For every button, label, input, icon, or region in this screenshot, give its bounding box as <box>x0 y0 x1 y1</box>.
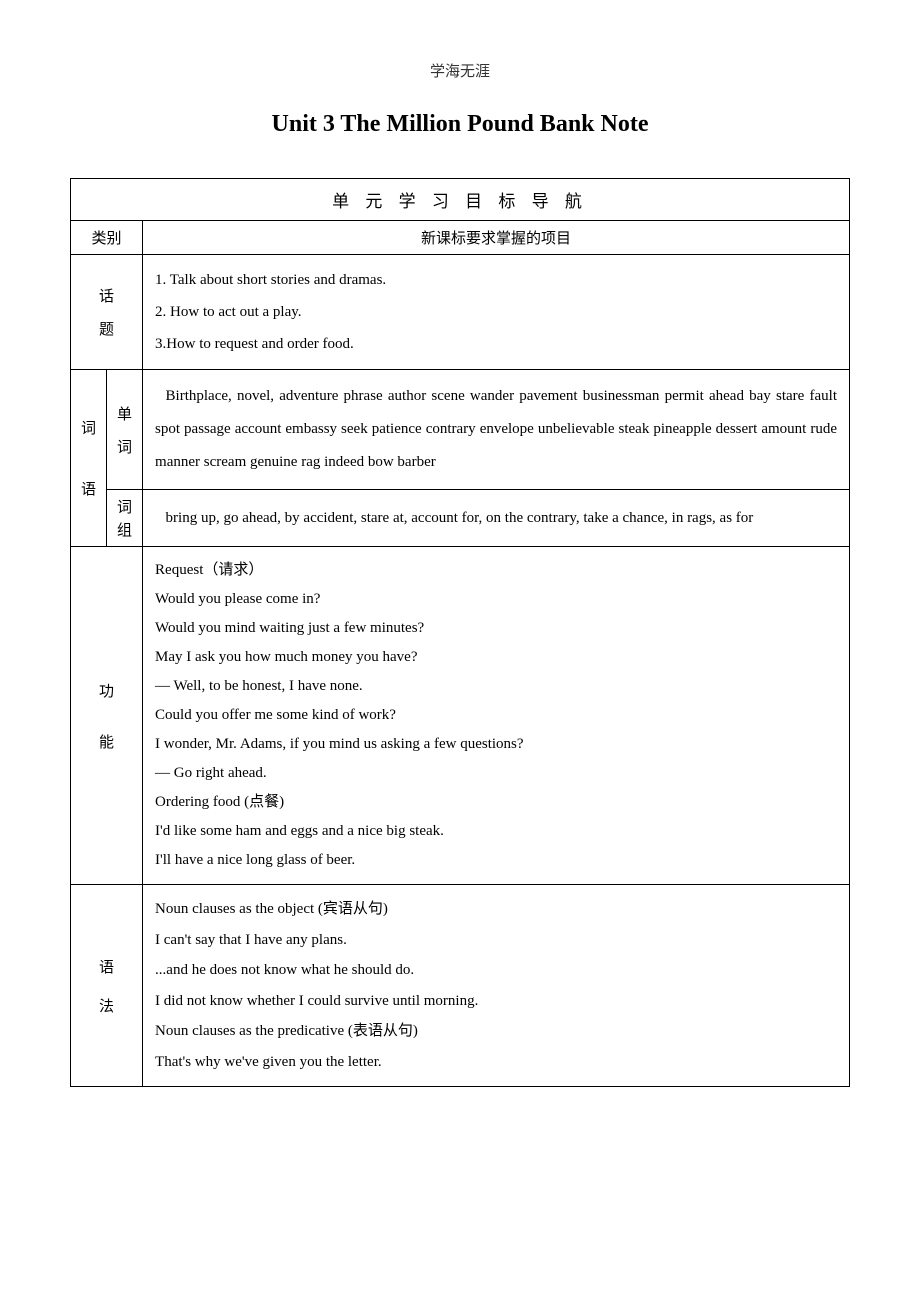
topic-line: 2. How to act out a play. <box>155 297 837 327</box>
function-line: Would you please come in? <box>155 586 837 613</box>
vocab-words-char2: 词 <box>117 436 132 457</box>
document-header: 学海无涯 <box>70 60 850 81</box>
vocab-words-label: 单 词 <box>107 370 143 490</box>
vocab-words-content: Birthplace, novel, adventure phrase auth… <box>143 370 850 490</box>
topic-content: 1. Talk about short stories and dramas. … <box>143 255 850 370</box>
vocab-phrases-char2: 组 <box>109 519 140 540</box>
function-line: Ordering food (点餐) <box>155 789 837 816</box>
function-line: Could you offer me some kind of work? <box>155 702 837 729</box>
learning-objectives-table: 单 元 学 习 目 标 导 航 类别 新课标要求掌握的项目 话 题 1. Tal… <box>70 178 850 1087</box>
grammar-label: 语 法 <box>71 885 143 1087</box>
topic-label-char1: 话 <box>81 285 132 306</box>
grammar-line: I can't say that I have any plans. <box>155 926 837 955</box>
grammar-char1: 语 <box>81 956 132 977</box>
function-row: 功 能 Request（请求） Would you please come in… <box>71 547 850 885</box>
page-title: Unit 3 The Million Pound Bank Note <box>70 111 850 138</box>
topic-label-char2: 题 <box>81 318 132 339</box>
table-main-header: 单 元 学 习 目 标 导 航 <box>71 179 850 221</box>
grammar-line: That's why we've given you the letter. <box>155 1048 837 1077</box>
vocab-main-char1: 词 <box>81 417 96 438</box>
function-label: 功 能 <box>71 547 143 885</box>
function-line: Would you mind waiting just a few minute… <box>155 615 837 642</box>
function-line: I wonder, Mr. Adams, if you mind us aski… <box>155 731 837 758</box>
vocab-main-char2: 语 <box>81 478 96 499</box>
vocab-phrases-content: bring up, go ahead, by accident, stare a… <box>143 490 850 547</box>
grammar-line: I did not know whether I could survive u… <box>155 987 837 1016</box>
grammar-row: 语 法 Noun clauses as the object (宾语从句) I … <box>71 885 850 1087</box>
function-line: — Go right ahead. <box>155 760 837 787</box>
function-line: I'll have a nice long glass of beer. <box>155 847 837 874</box>
function-line: May I ask you how much money you have? <box>155 644 837 671</box>
grammar-char2: 法 <box>81 995 132 1016</box>
vocab-main-label: 词 语 <box>71 370 107 547</box>
vocab-phrases-label: 词 组 <box>107 490 143 547</box>
function-line: Request（请求） <box>155 557 837 584</box>
topic-line: 3.How to request and order food. <box>155 329 837 359</box>
grammar-content: Noun clauses as the object (宾语从句) I can'… <box>143 885 850 1087</box>
vocab-words-char1: 单 <box>117 403 132 424</box>
topic-label: 话 题 <box>71 255 143 370</box>
grammar-line: Noun clauses as the predicative (表语从句) <box>155 1017 837 1046</box>
function-char2: 能 <box>81 731 132 752</box>
vocab-phrases-row: 词 组 bring up, go ahead, by accident, sta… <box>71 490 850 547</box>
topic-line: 1. Talk about short stories and dramas. <box>155 265 837 295</box>
function-content: Request（请求） Would you please come in? Wo… <box>143 547 850 885</box>
column-header-row: 类别 新课标要求掌握的项目 <box>71 221 850 255</box>
function-line: — Well, to be honest, I have none. <box>155 673 837 700</box>
requirement-column-header: 新课标要求掌握的项目 <box>143 221 850 255</box>
table-header-row: 单 元 学 习 目 标 导 航 <box>71 179 850 221</box>
grammar-line: Noun clauses as the object (宾语从句) <box>155 895 837 924</box>
category-column-header: 类别 <box>71 221 143 255</box>
topic-row: 话 题 1. Talk about short stories and dram… <box>71 255 850 370</box>
function-char1: 功 <box>81 680 132 701</box>
grammar-line: ...and he does not know what he should d… <box>155 956 837 985</box>
vocab-words-row: 词 语 单 词 Birthplace, novel, adventure phr… <box>71 370 850 490</box>
vocab-phrases-char1: 词 <box>109 496 140 517</box>
function-line: I'd like some ham and eggs and a nice bi… <box>155 818 837 845</box>
